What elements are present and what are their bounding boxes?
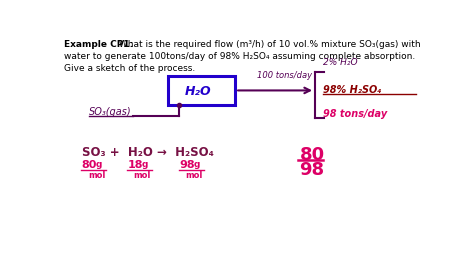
Text: 2% H₂O: 2% H₂O — [323, 58, 357, 67]
Text: 100 tons/day: 100 tons/day — [257, 71, 312, 80]
Text: g: g — [193, 160, 200, 169]
Text: 98: 98 — [179, 160, 195, 170]
Text: H₂O: H₂O — [185, 85, 211, 98]
Text: g: g — [96, 160, 102, 169]
Text: What is the required flow (m³/h) of 10 vol.% mixture SO₃(gas) with: What is the required flow (m³/h) of 10 v… — [116, 40, 420, 49]
Text: g: g — [141, 160, 148, 169]
Text: 98: 98 — [300, 161, 325, 179]
Text: Example CP1:: Example CP1: — [64, 40, 133, 49]
Text: 98 tons/day: 98 tons/day — [323, 109, 387, 119]
Bar — [168, 76, 235, 105]
Text: 18: 18 — [128, 160, 143, 170]
Text: water to generate 100tons/day of 98% H₂SO₄ assuming complete absorption.: water to generate 100tons/day of 98% H₂S… — [64, 52, 415, 61]
Text: mol: mol — [134, 171, 151, 180]
Text: mol: mol — [186, 171, 203, 180]
Text: mol: mol — [88, 171, 105, 180]
Text: 80: 80 — [300, 146, 325, 164]
Text: SO₃(gas): SO₃(gas) — [89, 107, 131, 117]
Text: 80: 80 — [81, 160, 96, 170]
Text: 98% H₂SO₄: 98% H₂SO₄ — [323, 85, 381, 95]
Text: Give a sketch of the process.: Give a sketch of the process. — [64, 64, 195, 73]
Text: SO₃ +  H₂O →  H₂SO₄: SO₃ + H₂O → H₂SO₄ — [82, 146, 214, 159]
